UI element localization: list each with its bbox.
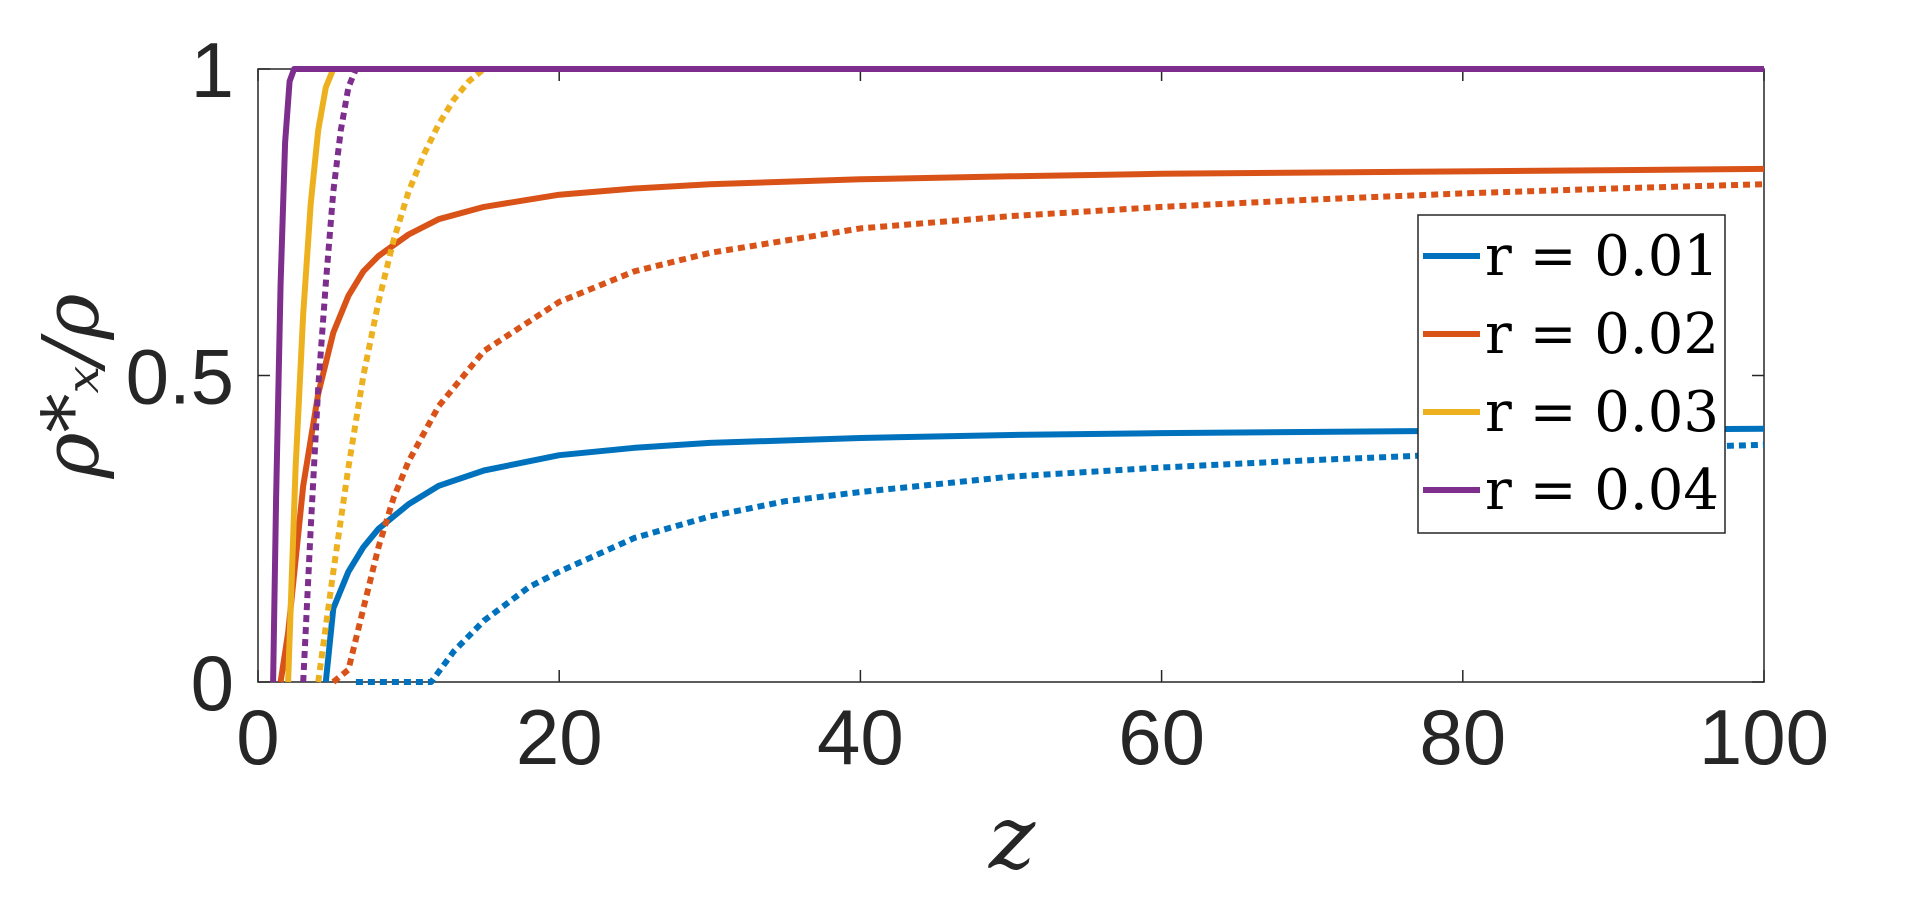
legend-label: r = 0.02 (1485, 302, 1719, 367)
y-axis-label-group: ρ*ₓ/ρ (27, 294, 117, 480)
y-tick-label: 1 (191, 26, 234, 114)
y-tick-label: 0 (191, 639, 234, 727)
series-line (270, 66, 1764, 683)
legend-entry: r = 0.03 (1423, 380, 1719, 445)
series-line (322, 425, 1765, 683)
legend: r = 0.01 r = 0.02 r = 0.03 r = 0.04 (1417, 214, 1726, 534)
x-tick-label: 60 (1118, 693, 1205, 781)
x-tick-label: 20 (516, 693, 603, 781)
series-layer (270, 66, 1765, 685)
x-tick-label: 40 (817, 693, 904, 781)
tick-labels: 0 20 40 60 80 100 0 0.5 1 (126, 26, 1830, 781)
y-tick-label: 0.5 (126, 333, 234, 421)
legend-entry: r = 0.04 (1423, 458, 1719, 523)
legend-label: r = 0.03 (1485, 380, 1719, 445)
x-tick-label: 80 (1419, 693, 1506, 781)
series-line-dotted (315, 66, 1764, 683)
legend-label: r = 0.01 (1485, 224, 1719, 289)
series-line-dotted (331, 181, 1765, 685)
legend-box (1417, 214, 1726, 534)
legend-entry: r = 0.02 (1423, 302, 1719, 367)
x-tick-label: 100 (1699, 693, 1829, 781)
y-axis-label: ρ*ₓ/ρ (27, 294, 117, 480)
series-line (285, 66, 1764, 683)
x-tick-label: 0 (236, 693, 279, 781)
series-line-dotted (355, 441, 1765, 685)
legend-label: r = 0.04 (1485, 458, 1719, 523)
legend-entry: r = 0.01 (1423, 224, 1719, 289)
x-axis-label: z (988, 786, 1036, 889)
